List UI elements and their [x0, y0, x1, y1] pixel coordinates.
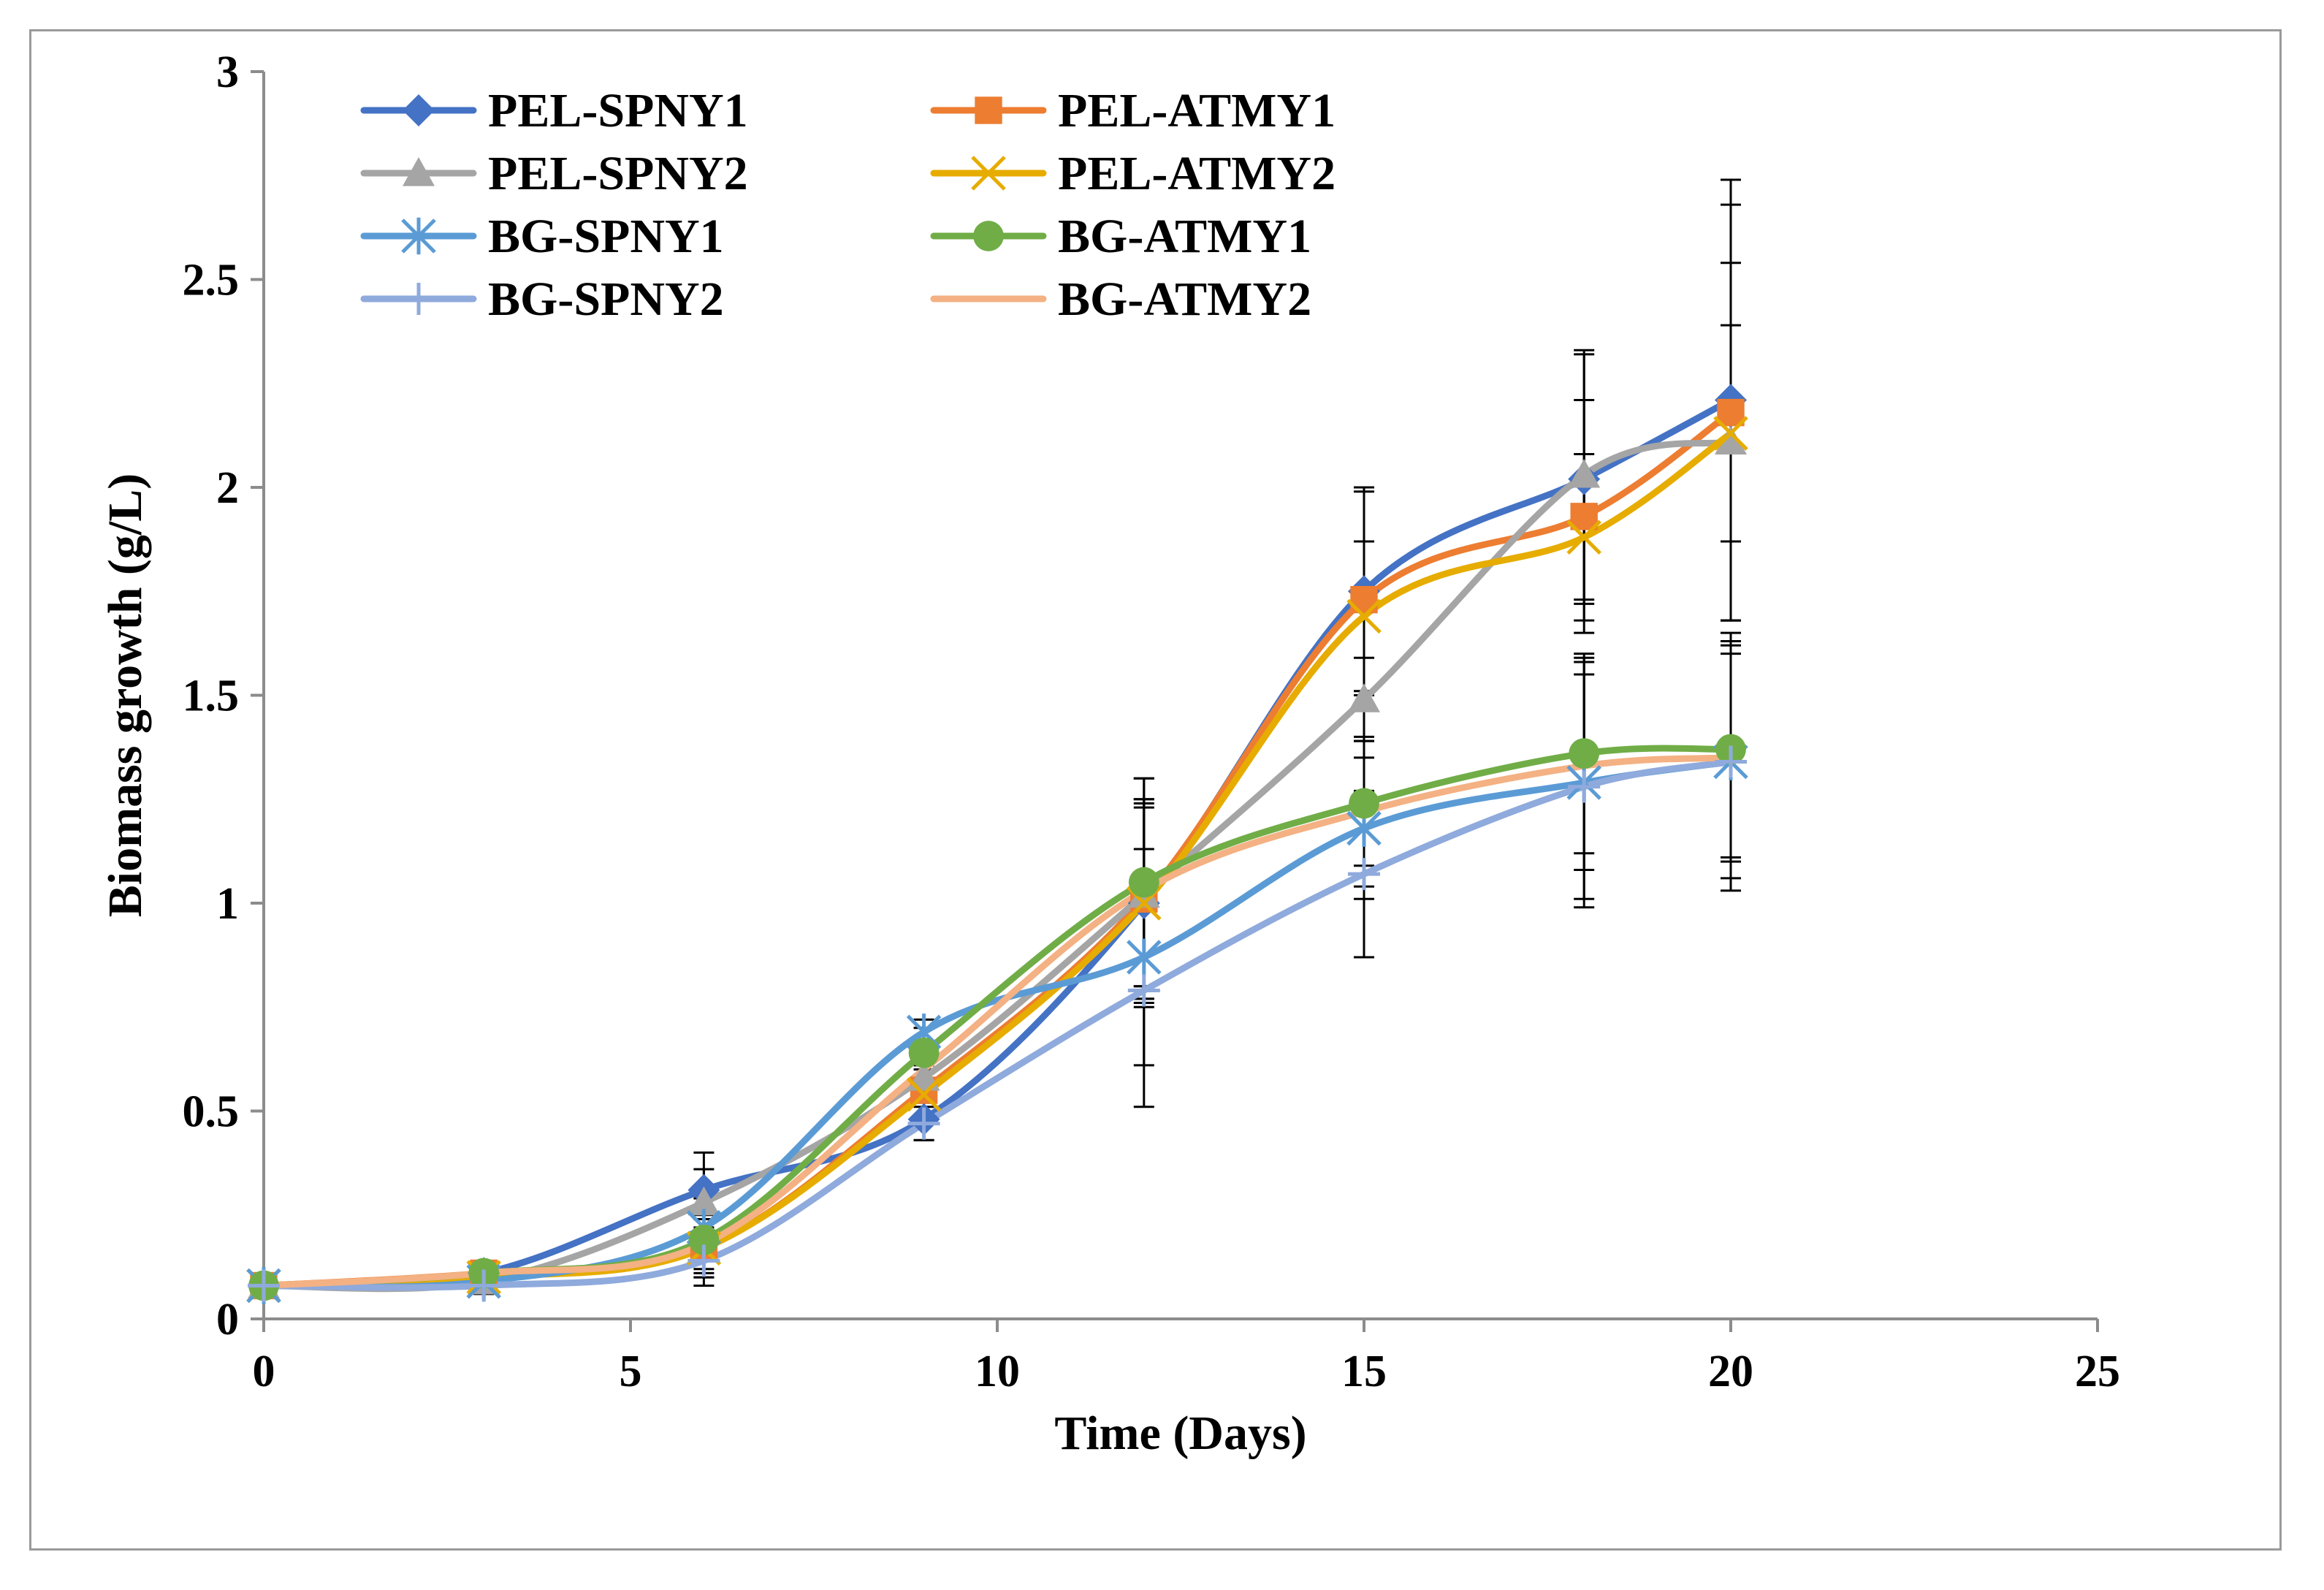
data-point-bg-spny2	[248, 1269, 280, 1302]
legend-label-bg-atmy2: BG-ATMY2	[1058, 273, 1311, 326]
data-point-bg-spny2	[687, 1244, 720, 1277]
legend-marker-bg-spny2	[403, 283, 435, 315]
data-point-bg-spny2	[1568, 770, 1601, 803]
biomass-growth-chart: 0 5 10 15 20 25 0 0.5 1 1.5 2 2.5 3 Time (Days) Biom…	[99, 47, 2121, 1460]
y-tick-label: 2.5	[183, 256, 240, 305]
data-point-bg-spny1	[1127, 938, 1162, 976]
data-point-pel-spny2	[1568, 458, 1601, 488]
legend-label-pel-spny2: PEL-SPNY2	[488, 147, 748, 200]
legend-marker-pel-spny1	[403, 94, 435, 126]
legend-label-pel-atmy1: PEL-ATMY1	[1058, 84, 1336, 137]
x-tick-label: 25	[2075, 1347, 2120, 1396]
series-line-bg-atmy1	[260, 745, 1734, 1289]
legend-label-bg-atmy1: BG-ATMY1	[1058, 210, 1311, 263]
data-point-pel-atmy2	[1346, 598, 1382, 634]
data-point-pel-spny2	[907, 1061, 940, 1091]
series-line-bg-atmy2	[260, 754, 1734, 1289]
y-tick-label: 1	[216, 879, 239, 929]
chart-frame: 0 5 10 15 20 25 0 0.5 1 1.5 2 2.5 3 Time (Days) Biom…	[29, 29, 2282, 1551]
x-axis-title: Time (Days)	[1054, 1407, 1306, 1460]
data-point-bg-atmy1	[1569, 738, 1600, 769]
series-line-bg-spny2	[260, 758, 1734, 1291]
data-point-bg-spny2	[1127, 974, 1160, 1007]
data-point-pel-spny2	[687, 1186, 720, 1216]
data-point-pel-atmy2	[906, 1076, 942, 1112]
series-line-pel-spny2	[260, 438, 1734, 1293]
axes: 0 5 10 15 20 25 0 0.5 1 1.5 2 2.5 3	[183, 47, 2121, 1396]
legend-label-bg-spny1: BG-SPNY1	[488, 210, 724, 263]
legend-marker-pel-spny2	[403, 157, 435, 186]
series-line-pel-atmy2	[260, 430, 1734, 1289]
y-tick-label: 2	[216, 463, 239, 513]
legend-marker-pel-atmy2	[971, 156, 1006, 191]
data-point-bg-spny2	[1348, 858, 1380, 891]
y-tick-label: 3	[216, 47, 239, 97]
data-point-pel-atmy2	[1566, 520, 1601, 555]
x-tick-label: 5	[620, 1347, 642, 1396]
data-point-bg-atmy1	[688, 1224, 720, 1255]
series-markers	[246, 384, 1748, 1304]
x-tick-label: 15	[1341, 1347, 1387, 1396]
legend: PEL-SPNY1 PEL-ATMY1 PEL-SPNY2 PEL-ATMY2 BG-S…	[360, 84, 1336, 326]
series-line-pel-spny1	[260, 397, 1734, 1289]
legend-marker-bg-spny1	[401, 217, 436, 255]
legend-label-bg-spny2: BG-SPNY2	[488, 273, 724, 326]
y-tick-label: 1.5	[183, 672, 240, 721]
legend-label-pel-spny1: PEL-SPNY1	[488, 84, 748, 137]
y-tick-label: 0	[216, 1295, 239, 1344]
x-tick-label: 10	[975, 1347, 1020, 1396]
error-bars	[254, 178, 1741, 1296]
series-lines	[260, 397, 1734, 1293]
data-point-bg-atmy1	[908, 1037, 940, 1068]
data-point-pel-spny2	[1715, 425, 1747, 455]
data-point-bg-spny2	[907, 1107, 940, 1140]
data-point-pel-spny2	[1348, 683, 1380, 712]
legend-marker-pel-atmy1	[975, 96, 1002, 124]
data-point-bg-atmy1	[1349, 788, 1379, 819]
data-point-bg-atmy1	[1128, 867, 1159, 898]
legend-marker-bg-atmy1	[973, 221, 1004, 251]
legend-label-pel-atmy2: PEL-ATMY2	[1058, 147, 1336, 200]
y-tick-label: 0.5	[183, 1087, 240, 1137]
data-point-bg-spny2	[468, 1269, 500, 1302]
data-point-pel-atmy2	[1713, 416, 1748, 451]
y-axis-title: Biomass growth (g/L)	[99, 473, 152, 917]
data-point-bg-spny2	[1715, 745, 1747, 778]
x-tick-label: 0	[253, 1347, 275, 1396]
x-tick-label: 20	[1708, 1347, 1753, 1396]
